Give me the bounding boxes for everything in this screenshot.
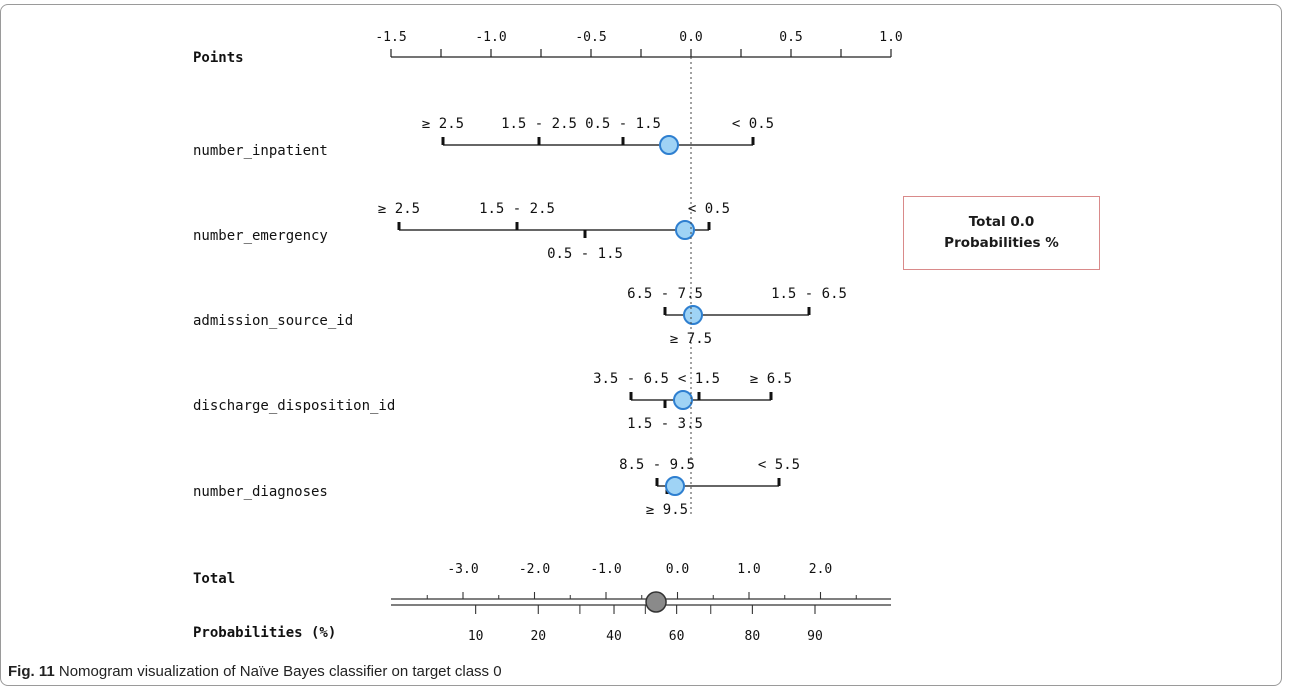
variable-value-marker: [675, 220, 695, 240]
figure-frame: [0, 4, 1282, 686]
level-label: 1.5 - 2.5: [501, 116, 577, 132]
total-axis-tick-label: 0.0: [666, 562, 689, 577]
probability-axis-tick-label: 60: [669, 629, 685, 644]
variable-name: admission_source_id: [193, 313, 353, 329]
variable-name: number_inpatient: [193, 143, 328, 159]
variable-row: number_emergency ≥ 2.5 1.5 - 2.5 0.5 - 1.5 <…: [193, 201, 730, 262]
variable-name: discharge_disposition_id: [193, 398, 395, 414]
caption-label: Fig. 11: [8, 663, 55, 680]
level-label: 6.5 - 7.5: [627, 286, 703, 302]
points-axis-tick-label: 0.5: [779, 30, 802, 45]
level-label: ≥ 9.5: [646, 502, 688, 518]
probability-axis-tick-label: 40: [606, 629, 622, 644]
variable-value-marker: [673, 390, 693, 410]
variable-row: discharge_disposition_id 3.5 - 6.5 1.5 - 3…: [193, 371, 792, 432]
level-label: 0.5 - 1.5: [547, 246, 623, 262]
probability-axis-tick-label: 90: [807, 629, 823, 644]
total-value-marker: [645, 591, 667, 613]
probability-axis-tick-label: 10: [468, 629, 484, 644]
probability-axis-tick-label: 20: [530, 629, 546, 644]
points-axis: -1.5 -1.0 -0.5 0.0 0.5 1.0: [375, 30, 903, 58]
probabilities-axis-label: Probabilities (%): [193, 625, 336, 641]
level-label: ≥ 7.5: [670, 331, 712, 347]
level-label: 1.5 - 3.5: [627, 416, 703, 432]
variable-value-marker: [665, 476, 685, 496]
total-axis-label: Total: [193, 571, 235, 587]
variable-name: number_emergency: [193, 228, 328, 244]
variable-name: number_diagnoses: [193, 484, 328, 500]
level-label: ≥ 2.5: [378, 201, 420, 217]
total-axis-tick-label: -3.0: [447, 562, 478, 577]
total-summary-box: Total 0.0 Probabilities %: [903, 196, 1100, 270]
points-axis-label: Points: [193, 50, 244, 66]
level-label: 3.5 - 6.5: [593, 371, 669, 387]
level-label: ≥ 2.5: [422, 116, 464, 132]
variable-row: admission_source_id 6.5 - 7.5 ≥ 7.5 1.5 - 6…: [193, 286, 847, 347]
total-axis-tick-label: -1.0: [590, 562, 621, 577]
variable-rows: number_inpatient ≥ 2.5 1.5 - 2.5 0.5 - 1.5 <…: [193, 116, 847, 518]
level-label: < 0.5: [688, 201, 730, 217]
variable-value-marker: [659, 135, 679, 155]
level-label: < 0.5: [732, 116, 774, 132]
variable-value-marker: [683, 305, 703, 325]
level-label: 1.5 - 2.5: [479, 201, 555, 217]
level-label: 1.5 - 6.5: [771, 286, 847, 302]
level-label: ≥ 6.5: [750, 371, 792, 387]
points-axis-tick-label: -0.5: [575, 30, 606, 45]
points-axis-tick-label: -1.5: [375, 30, 406, 45]
total-axis-tick-label: 2.0: [809, 562, 832, 577]
points-axis-tick-label: -1.0: [475, 30, 506, 45]
total-axis-tick-label: -2.0: [519, 562, 550, 577]
level-label: 8.5 - 9.5: [619, 457, 695, 473]
total-summary-value: Total 0.0: [968, 214, 1035, 230]
total-probability-axis: -3.0 -2.0 -1.0 0.0 1.0 2.0 10 20 40 60 80 90: [391, 562, 891, 644]
probability-axis-tick-label: 80: [745, 629, 761, 644]
variable-row: number_inpatient ≥ 2.5 1.5 - 2.5 0.5 - 1.5 <…: [193, 116, 774, 159]
variable-row: number_diagnoses 8.5 - 9.5 ≥ 9.5 < 5.5: [193, 457, 800, 518]
nomogram-chart: Points -1.5 -1.0 -0.5 0.0 0.5 1.0 number_inpa…: [193, 30, 903, 644]
level-label: < 1.5: [678, 371, 720, 387]
caption-text: Nomogram visualization of Naïve Bayes cl…: [54, 663, 502, 680]
points-axis-tick-label: 1.0: [879, 30, 902, 45]
level-label: 0.5 - 1.5: [585, 116, 661, 132]
total-axis-tick-label: 1.0: [737, 562, 760, 577]
figure-caption: Fig. 11 Nomogram visualization of Naïve …: [8, 663, 502, 680]
total-summary-probability: Probabilities %: [944, 235, 1059, 251]
points-axis-tick-label: 0.0: [679, 30, 702, 45]
level-label: < 5.5: [758, 457, 800, 473]
